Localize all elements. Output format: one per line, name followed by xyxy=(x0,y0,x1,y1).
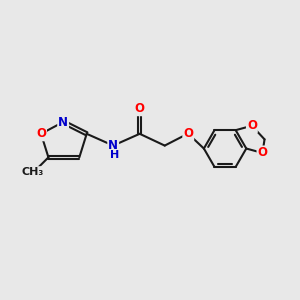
Text: O: O xyxy=(36,127,46,140)
Text: O: O xyxy=(135,102,145,115)
Text: CH₃: CH₃ xyxy=(21,167,43,177)
Text: O: O xyxy=(257,146,268,159)
Text: N: N xyxy=(108,139,118,152)
Text: N: N xyxy=(58,116,68,128)
Text: O: O xyxy=(183,127,193,140)
Text: H: H xyxy=(110,150,119,160)
Text: O: O xyxy=(247,119,257,132)
